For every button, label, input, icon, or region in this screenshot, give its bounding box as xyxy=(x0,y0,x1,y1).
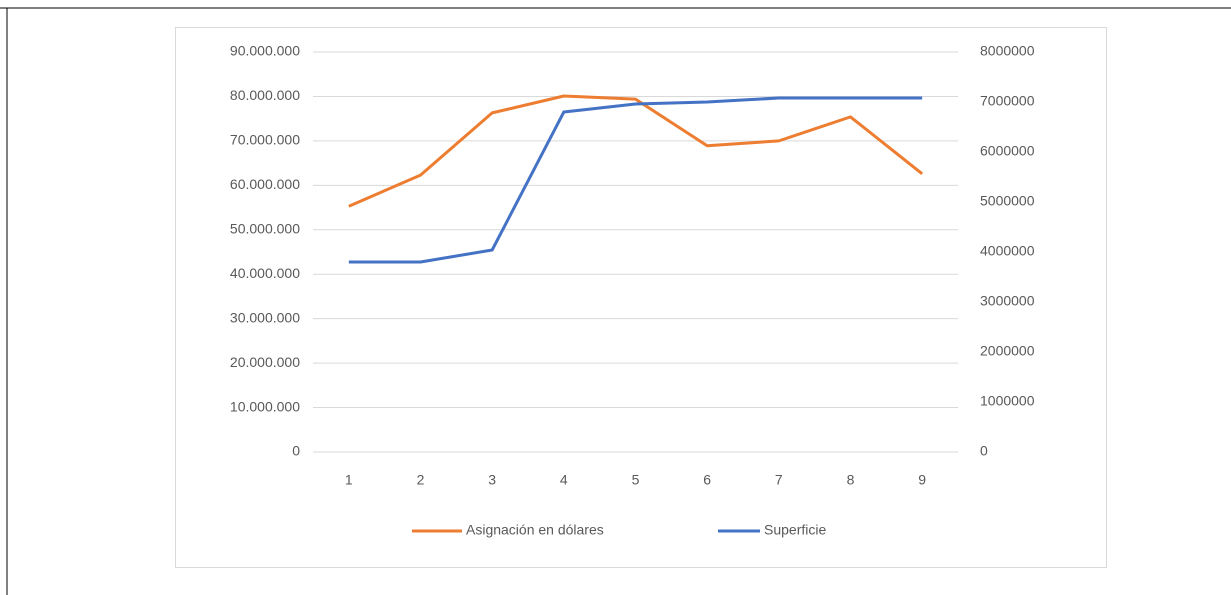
x-tick-label: 2 xyxy=(417,472,425,488)
y2-tick-label: 2000000 xyxy=(980,343,1035,359)
x-tick-label: 6 xyxy=(703,472,711,488)
y-tick-label: 20.000.000 xyxy=(230,354,300,370)
legend-label: Asignación en dólares xyxy=(466,522,604,538)
y2-tick-label: 8000000 xyxy=(980,43,1035,59)
y-tick-label: 70.000.000 xyxy=(230,132,300,148)
y2-tick-label: 1000000 xyxy=(980,393,1035,409)
y-tick-label: 30.000.000 xyxy=(230,309,300,325)
chart-area xyxy=(175,27,1107,568)
y2-tick-label: 0 xyxy=(980,443,988,459)
y2-tick-label: 5000000 xyxy=(980,193,1035,209)
y-tick-label: 60.000.000 xyxy=(230,176,300,192)
y2-tick-label: 4000000 xyxy=(980,243,1035,259)
y-tick-label: 10.000.000 xyxy=(230,398,300,414)
y-tick-label: 40.000.000 xyxy=(230,265,300,281)
y-tick-label: 80.000.000 xyxy=(230,87,300,103)
x-tick-label: 9 xyxy=(918,472,926,488)
y2-tick-label: 7000000 xyxy=(980,93,1035,109)
y-tick-label: 90.000.000 xyxy=(230,43,300,59)
x-tick-label: 4 xyxy=(560,472,568,488)
x-tick-label: 1 xyxy=(345,472,353,488)
legend-label: Superficie xyxy=(764,522,826,538)
y-tick-label: 50.000.000 xyxy=(230,220,300,236)
line-series xyxy=(348,96,923,264)
x-tick-label: 3 xyxy=(488,472,496,488)
y2-tick-label: 3000000 xyxy=(980,293,1035,309)
y-tick-label: 0 xyxy=(292,443,300,459)
line-series xyxy=(348,94,924,208)
y2-tick-label: 6000000 xyxy=(980,143,1035,159)
x-tick-label: 7 xyxy=(775,472,783,488)
x-tick-label: 5 xyxy=(632,472,640,488)
x-tick-label: 8 xyxy=(847,472,855,488)
